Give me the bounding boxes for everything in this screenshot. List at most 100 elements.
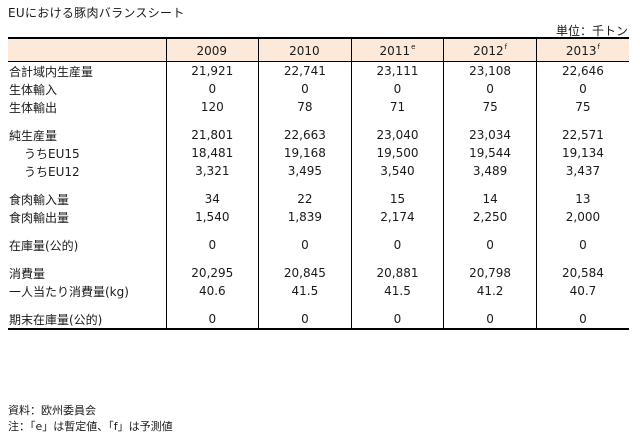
value-cell: 19,544 (443, 144, 537, 162)
year-label: 2011 (379, 43, 411, 58)
value-cell: 0 (535, 236, 629, 254)
table-row: 消費量 20,295 20,845 20,881 20,798 20,584 (8, 264, 629, 282)
row-label: うちEU12 (24, 164, 80, 179)
value-cell: 3,540 (350, 162, 444, 180)
value-cell: 120 (165, 98, 259, 116)
spacer-cell (258, 116, 352, 126)
header-label-cell (8, 37, 166, 62)
table-row: 食肉輸出量 1,540 1,839 2,174 2,250 2,000 (8, 208, 629, 226)
spacer-cell (350, 180, 444, 190)
row-label: 純生産量 (9, 128, 58, 143)
value-cell: 20,845 (258, 264, 352, 282)
value-cell: 22 (258, 190, 352, 208)
value-cell: 0 (258, 80, 352, 98)
value-cell: 22,646 (535, 61, 629, 80)
value-cell: 71 (350, 98, 444, 116)
spacer-cell (443, 300, 537, 310)
spacer-cell (165, 116, 259, 126)
value-cell: 23,111 (350, 61, 444, 80)
spacer-cell (350, 226, 444, 236)
value-cell: 0 (350, 236, 444, 254)
spacer-cell (535, 300, 629, 310)
year-label: 2013 (565, 43, 597, 58)
row-label: 食肉輸入量 (9, 192, 70, 207)
table-row: 期末在庫量(公的) 0 0 0 0 0 (8, 310, 629, 330)
table-title: EUにおける豚肉バランスシート (8, 6, 185, 20)
value-cell: 20,584 (535, 264, 629, 282)
spacer-cell (8, 254, 166, 264)
value-cell: 41.2 (443, 282, 537, 300)
table-row: 食肉輸入量 34 22 15 14 13 (8, 190, 629, 208)
spacer-cell (165, 180, 259, 190)
value-cell: 18,481 (165, 144, 259, 162)
table-row: 一人当たり消費量(kg) 40.6 41.5 41.5 41.2 40.7 (8, 282, 629, 300)
spacer-cell (165, 226, 259, 236)
year-header: 2013f (535, 37, 629, 62)
spacer-cell (443, 180, 537, 190)
spacer-cell (443, 116, 537, 126)
row-label: 期末在庫量(公的) (8, 310, 166, 330)
table-row: 在庫量(公的) 0 0 0 0 0 (8, 236, 629, 254)
year-header: 2012f (443, 37, 537, 62)
value-cell: 34 (165, 190, 259, 208)
year-mark: e (411, 42, 416, 51)
value-cell: 1,839 (258, 208, 352, 226)
value-cell: 0 (443, 310, 537, 330)
value-cell: 22,741 (258, 61, 352, 80)
value-cell: 23,108 (443, 61, 537, 80)
value-cell: 2,250 (443, 208, 537, 226)
balance-sheet-table: 2009 2010 2011e 2012f 2013f 合計域内生産量 21,92… (8, 37, 629, 330)
value-cell: 14 (443, 190, 537, 208)
spacer-cell (443, 226, 537, 236)
year-label: 2009 (196, 43, 228, 58)
spacer-row (8, 300, 629, 310)
value-cell: 13 (535, 190, 629, 208)
table-row: 純生産量 21,801 22,663 23,040 23,034 22,571 (8, 126, 629, 144)
spacer-cell (258, 254, 352, 264)
spacer-cell (8, 300, 166, 310)
value-cell: 1,540 (165, 208, 259, 226)
value-cell: 0 (165, 80, 259, 98)
spacer-cell (8, 180, 166, 190)
header-row: 2009 2010 2011e 2012f 2013f (8, 37, 629, 62)
table-row: 生体輸出 120 78 71 75 75 (8, 98, 629, 116)
value-cell: 0 (258, 310, 352, 330)
spacer-cell (258, 180, 352, 190)
row-label: 食肉輸出量 (9, 210, 70, 225)
row-label: 生体輸入 (9, 82, 58, 97)
spacer-row (8, 116, 629, 126)
value-cell: 3,321 (165, 162, 259, 180)
value-cell: 41.5 (350, 282, 444, 300)
row-label: 一人当たり消費量(kg) (9, 284, 129, 299)
value-cell: 21,921 (165, 61, 259, 80)
value-cell: 0 (443, 80, 537, 98)
row-label: うちEU15 (24, 146, 80, 161)
notes: 資料：欧州委員会 注：「e」は暫定値、「f」は予測値 (8, 403, 173, 435)
value-cell: 40.7 (535, 282, 629, 300)
spacer-cell (535, 180, 629, 190)
year-header: 2010 (258, 37, 352, 62)
value-cell: 23,040 (350, 126, 444, 144)
spacer-cell (535, 254, 629, 264)
value-cell: 3,437 (535, 162, 629, 180)
value-cell: 0 (165, 310, 259, 330)
spacer-cell (350, 254, 444, 264)
source-note: 資料：欧州委員会 (8, 404, 96, 417)
row-label: 在庫量(公的) (9, 238, 79, 253)
spacer-cell (165, 254, 259, 264)
value-cell: 19,168 (258, 144, 352, 162)
table-row: うちEU15 18,481 19,168 19,500 19,544 19,134 (8, 144, 629, 162)
spacer-row (8, 254, 629, 264)
value-cell: 19,500 (350, 144, 444, 162)
value-cell: 0 (165, 236, 259, 254)
value-cell: 20,881 (350, 264, 444, 282)
spacer-cell (165, 300, 259, 310)
value-cell: 20,798 (443, 264, 537, 282)
table-row: 生体輸入 0 0 0 0 0 (8, 80, 629, 98)
row-label: 生体輸出 (9, 100, 58, 115)
value-cell: 41.5 (258, 282, 352, 300)
unit-label: 単位：千トン (555, 24, 628, 38)
value-cell: 15 (350, 190, 444, 208)
table-row: うちEU12 3,321 3,495 3,540 3,489 3,437 (8, 162, 629, 180)
value-cell: 0 (535, 310, 629, 330)
